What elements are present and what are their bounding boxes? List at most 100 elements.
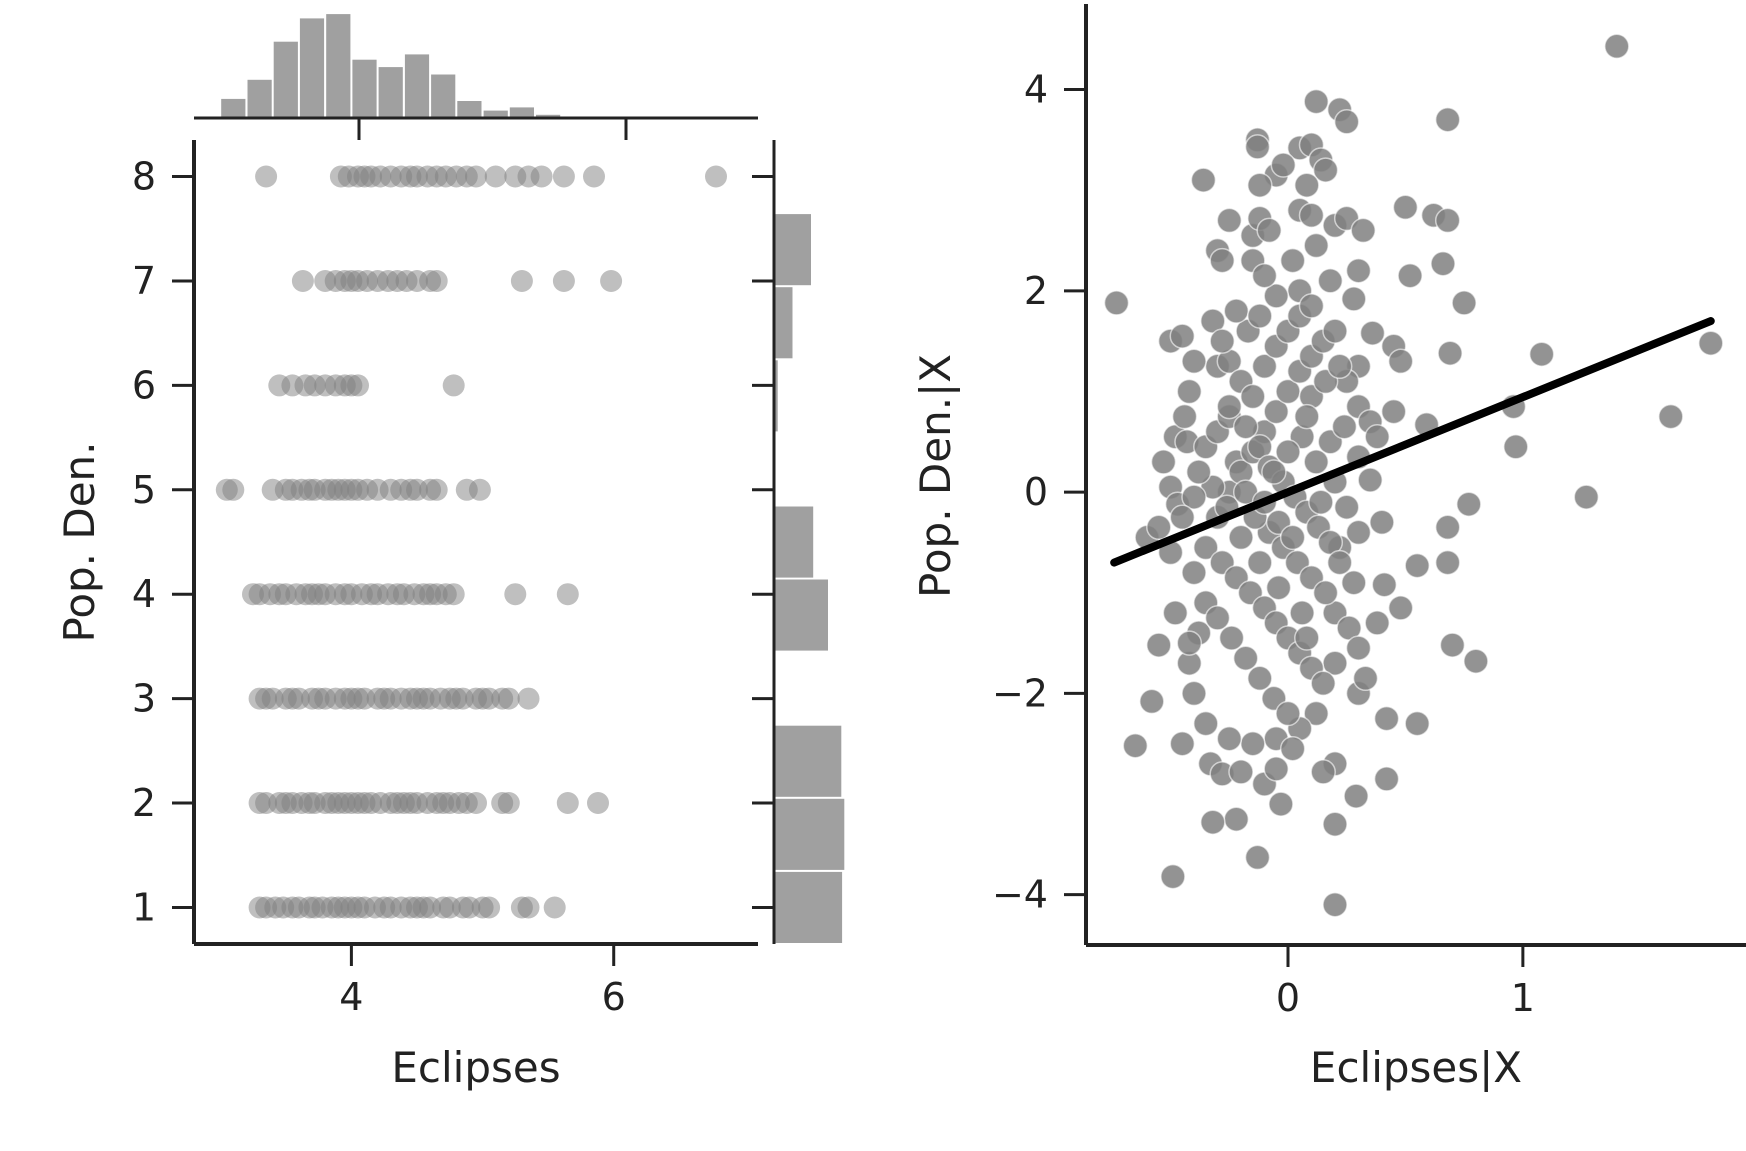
regression-point [1171,403,1198,430]
regression-point [1209,328,1235,354]
regression-point [1209,247,1235,274]
joint-point [222,478,245,501]
regression-point [1279,247,1306,274]
regression-point [1169,323,1196,349]
y-tick-label: −4 [992,873,1048,917]
regression-point [1150,449,1177,475]
y-tick-label: 4 [132,572,156,616]
regression-point [1350,217,1376,244]
regression-point [1223,298,1250,324]
marginal-y-bar [774,579,828,651]
regression-point [1341,286,1367,312]
regression-point [1169,730,1196,757]
marginal-x-bar [326,14,351,119]
regression-point [1364,610,1390,636]
regression-point [1162,600,1189,626]
regression-point [1232,413,1259,440]
regression-point [1176,378,1203,405]
joint-point [543,896,566,919]
regression-point [1268,791,1294,817]
regression-point [1279,524,1306,551]
regression-y-axis-label: Pop. Den.|X [911,354,960,598]
regression-point [1228,524,1254,551]
joint-point [442,583,465,606]
regression-point [1333,494,1360,520]
regression-point [1322,811,1348,837]
regression-point [1456,491,1482,517]
regression-point [1176,630,1203,656]
joint-point [510,270,533,292]
y-tick-label: 3 [132,677,156,721]
regression-point [1392,194,1419,221]
regression-point [1251,262,1278,289]
regression-point [1658,403,1684,430]
joint-point [587,792,609,814]
joint-point [255,165,278,188]
regression-point [1240,383,1266,410]
regression-point [1146,632,1172,658]
x-tick-label: 4 [339,975,363,1019]
marginal-x-bar [299,18,325,118]
regression-point [1357,467,1383,493]
marginal-y-bar [774,287,793,359]
joint-scatter-points [215,165,727,919]
regression-point [1181,484,1207,510]
regression-point [1247,665,1273,692]
regression-point [1387,595,1414,621]
regression-point [1341,569,1367,596]
regression-point [1185,459,1212,485]
marginal-x-histogram [221,14,561,119]
y-tick-label: 2 [132,781,156,825]
joint-point [583,165,605,188]
regression-point [1275,439,1301,465]
marginal-y-ticks [752,175,774,909]
regression-point [1451,290,1477,316]
marginal-x-bar [221,98,246,118]
joint-point [442,374,465,397]
joint-point [468,478,491,501]
marginal-x-bar [431,74,456,118]
regression-point [1263,398,1289,425]
regression-point [1312,157,1339,183]
regression-point [1261,459,1287,485]
regression-point [1228,759,1254,785]
y-tick-label: 4 [1024,68,1048,112]
regression-point [1193,710,1219,737]
regression-point [1103,290,1130,316]
regression-point [1345,635,1372,661]
marginal-y-bar [774,214,811,286]
joint-point [552,165,575,188]
joint-point [705,165,727,188]
regression-point [1604,33,1630,60]
regression-point [1263,756,1289,782]
regression-point [1200,809,1226,835]
y-tick-label: −2 [992,671,1048,715]
regression-point [1193,534,1219,561]
regression-point [1204,605,1231,631]
regression-point [1256,217,1282,244]
regression-point [1122,732,1149,759]
regression-point [1289,600,1315,626]
joint-point [556,583,579,606]
regression-point [1181,348,1207,375]
regression-point [1503,434,1529,460]
y-tick-label: 0 [1024,470,1048,514]
joint-y-ticks: 1 2 3 4 5 6 7 8 [132,155,194,929]
regression-point [1303,88,1329,115]
regression-point [1263,283,1289,309]
regression-point [1181,680,1207,707]
regression-point [1573,484,1600,510]
regression-point [1303,449,1329,475]
regression-point [1251,353,1278,380]
regression-point [1364,424,1390,450]
joint-point [484,165,507,188]
joint-point [600,270,623,292]
regression-point [1434,549,1461,576]
regression-point [1294,172,1320,198]
regression-point [1146,514,1172,541]
regression-point [1434,106,1461,133]
y-tick-label: 6 [132,363,156,407]
